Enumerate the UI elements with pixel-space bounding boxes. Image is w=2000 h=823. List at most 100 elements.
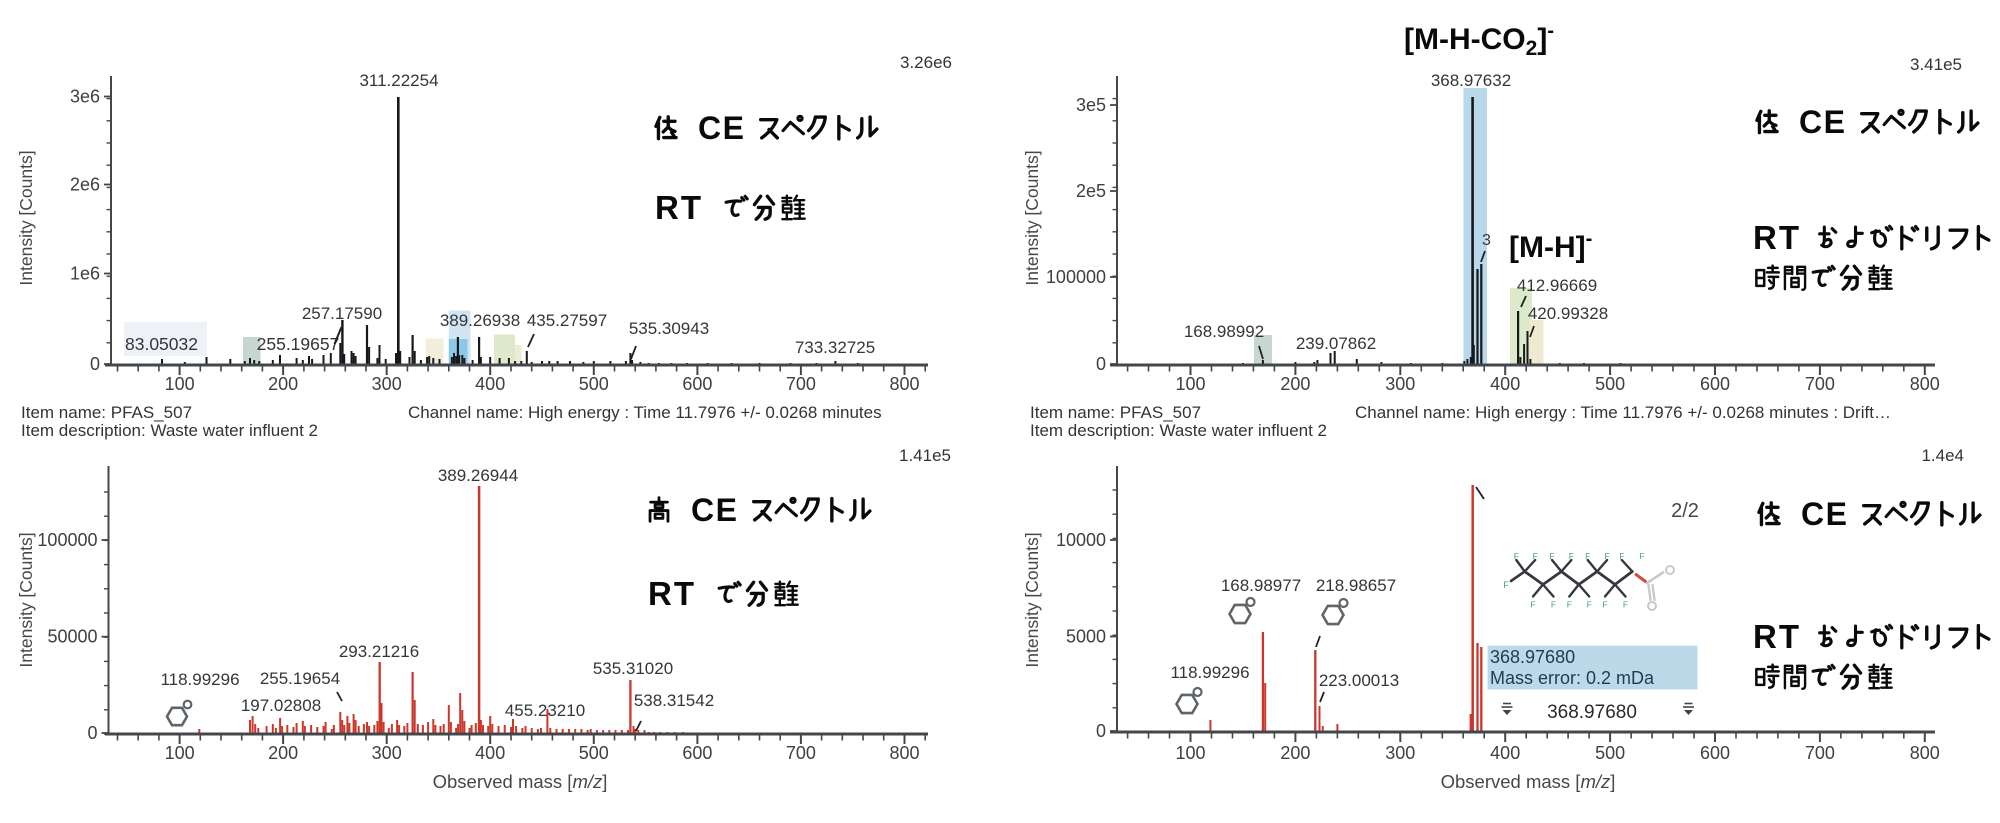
svg-text:F: F — [1514, 551, 1519, 561]
svg-text:168.98992: 168.98992 — [1184, 322, 1264, 341]
svg-text:300: 300 — [1385, 743, 1415, 763]
svg-text:100000: 100000 — [37, 530, 97, 550]
svg-text:535.30943: 535.30943 — [629, 319, 709, 338]
svg-text:100: 100 — [1175, 743, 1205, 763]
svg-text:255.19657: 255.19657 — [257, 334, 340, 354]
svg-text:255.19654: 255.19654 — [260, 669, 340, 688]
svg-text:F: F — [1551, 600, 1556, 610]
svg-text:[M-H]-: [M-H]- — [1509, 228, 1592, 264]
svg-text:118.99296: 118.99296 — [1170, 663, 1249, 682]
svg-text:200: 200 — [268, 374, 298, 394]
svg-text:800: 800 — [1910, 374, 1940, 394]
svg-text:0: 0 — [87, 723, 97, 743]
svg-text:500: 500 — [579, 374, 609, 394]
svg-text:389.26938: 389.26938 — [440, 311, 520, 330]
svg-text:538.31542: 538.31542 — [634, 691, 714, 710]
svg-text:200: 200 — [268, 743, 298, 763]
svg-text:600: 600 — [682, 743, 712, 763]
svg-text:F: F — [1530, 600, 1535, 610]
svg-text:Channel name: High energy : Ti: Channel name: High energy : Time 11.7976… — [1355, 403, 1891, 422]
svg-text:Channel name: High energy : Ti: Channel name: High energy : Time 11.7976… — [408, 403, 882, 422]
svg-text:500: 500 — [1595, 374, 1625, 394]
svg-text:400: 400 — [1490, 374, 1520, 394]
svg-text:0: 0 — [1096, 721, 1106, 741]
svg-text:F: F — [1549, 551, 1554, 561]
svg-text:1.41e5: 1.41e5 — [899, 446, 951, 465]
svg-text:RT: RT — [648, 575, 696, 612]
svg-text:F: F — [1587, 600, 1592, 610]
svg-text:600: 600 — [682, 374, 712, 394]
svg-text:F: F — [1567, 600, 1572, 610]
svg-text:118.99296: 118.99296 — [160, 670, 239, 689]
svg-text:F: F — [1585, 551, 1590, 561]
svg-text:Item name: PFAS_507: Item name: PFAS_507 — [1030, 403, 1201, 422]
svg-text:0: 0 — [1096, 354, 1106, 374]
svg-text:100: 100 — [165, 743, 195, 763]
svg-text:5000: 5000 — [1066, 627, 1106, 647]
svg-text:800: 800 — [889, 743, 919, 763]
svg-text:700: 700 — [1805, 743, 1835, 763]
svg-text:CE: CE — [691, 492, 738, 528]
svg-text:1.4e4: 1.4e4 — [1921, 446, 1964, 465]
svg-text:223.00013: 223.00013 — [1319, 671, 1399, 690]
svg-text:Item description: Waste water: Item description: Waste water influent 2 — [21, 421, 318, 440]
svg-text:168.98977: 168.98977 — [1221, 576, 1301, 595]
svg-text:Observed mass [m/z]: Observed mass [m/z] — [1441, 771, 1616, 792]
svg-text:700: 700 — [786, 374, 816, 394]
svg-text:3e5: 3e5 — [1076, 95, 1106, 115]
svg-text:Intensity [Counts]: Intensity [Counts] — [1022, 532, 1042, 667]
svg-text:RT: RT — [655, 189, 703, 226]
svg-text:400: 400 — [1490, 743, 1520, 763]
svg-text:RT: RT — [1753, 219, 1801, 256]
svg-text:535.31020: 535.31020 — [593, 659, 673, 678]
svg-text:F: F — [1619, 551, 1624, 561]
svg-text:100: 100 — [1175, 374, 1205, 394]
svg-text:368.97680: 368.97680 — [1547, 702, 1637, 723]
svg-text:368.97680: 368.97680 — [1490, 647, 1575, 667]
svg-text:0: 0 — [90, 354, 100, 374]
svg-text:2e6: 2e6 — [70, 175, 100, 195]
svg-text:Intensity [Counts]: Intensity [Counts] — [16, 150, 36, 285]
svg-text:Intensity [Counts]: Intensity [Counts] — [1022, 150, 1042, 285]
svg-text:F: F — [1623, 600, 1628, 610]
svg-text:100000: 100000 — [1046, 267, 1106, 287]
svg-text:500: 500 — [579, 743, 609, 763]
svg-text:311.22254: 311.22254 — [359, 71, 438, 90]
svg-text:455.23210: 455.23210 — [505, 701, 585, 720]
svg-text:F: F — [1602, 600, 1607, 610]
svg-text:2e5: 2e5 — [1076, 181, 1106, 201]
svg-text:800: 800 — [1910, 743, 1940, 763]
svg-text:1e6: 1e6 — [70, 264, 100, 284]
svg-text:500: 500 — [1595, 743, 1625, 763]
svg-text:2/2: 2/2 — [1671, 500, 1699, 522]
svg-text:3: 3 — [1482, 232, 1491, 249]
svg-text:10000: 10000 — [1056, 530, 1106, 550]
svg-text:733.32725: 733.32725 — [795, 338, 875, 357]
svg-text:50000: 50000 — [47, 627, 97, 647]
svg-text:83.05032: 83.05032 — [125, 334, 198, 354]
svg-text:239.07862: 239.07862 — [1296, 334, 1376, 353]
svg-text:412.96669: 412.96669 — [1517, 276, 1597, 295]
svg-text:Item description: Waste water: Item description: Waste water influent 2 — [1030, 421, 1327, 440]
svg-text:400: 400 — [475, 743, 505, 763]
svg-text:RT: RT — [1753, 618, 1801, 655]
svg-text:435.27597: 435.27597 — [527, 311, 607, 330]
svg-text:400: 400 — [475, 374, 505, 394]
svg-text:300: 300 — [1385, 374, 1415, 394]
svg-text:Item name: PFAS_507: Item name: PFAS_507 — [21, 403, 192, 422]
svg-text:600: 600 — [1700, 743, 1730, 763]
svg-text:300: 300 — [372, 374, 402, 394]
svg-text:CE: CE — [1799, 104, 1846, 140]
svg-text:3e6: 3e6 — [70, 87, 100, 107]
svg-text:F: F — [1503, 580, 1509, 590]
svg-text:700: 700 — [1805, 374, 1835, 394]
svg-text:F: F — [1533, 551, 1538, 561]
svg-text:F: F — [1604, 551, 1609, 561]
svg-text:F: F — [1569, 551, 1574, 561]
svg-text:800: 800 — [889, 374, 919, 394]
svg-text:257.17590: 257.17590 — [302, 304, 382, 323]
svg-text:CE: CE — [1801, 496, 1848, 532]
svg-text:CE: CE — [698, 110, 745, 146]
svg-text:700: 700 — [786, 743, 816, 763]
svg-text:293.21216: 293.21216 — [339, 642, 419, 661]
